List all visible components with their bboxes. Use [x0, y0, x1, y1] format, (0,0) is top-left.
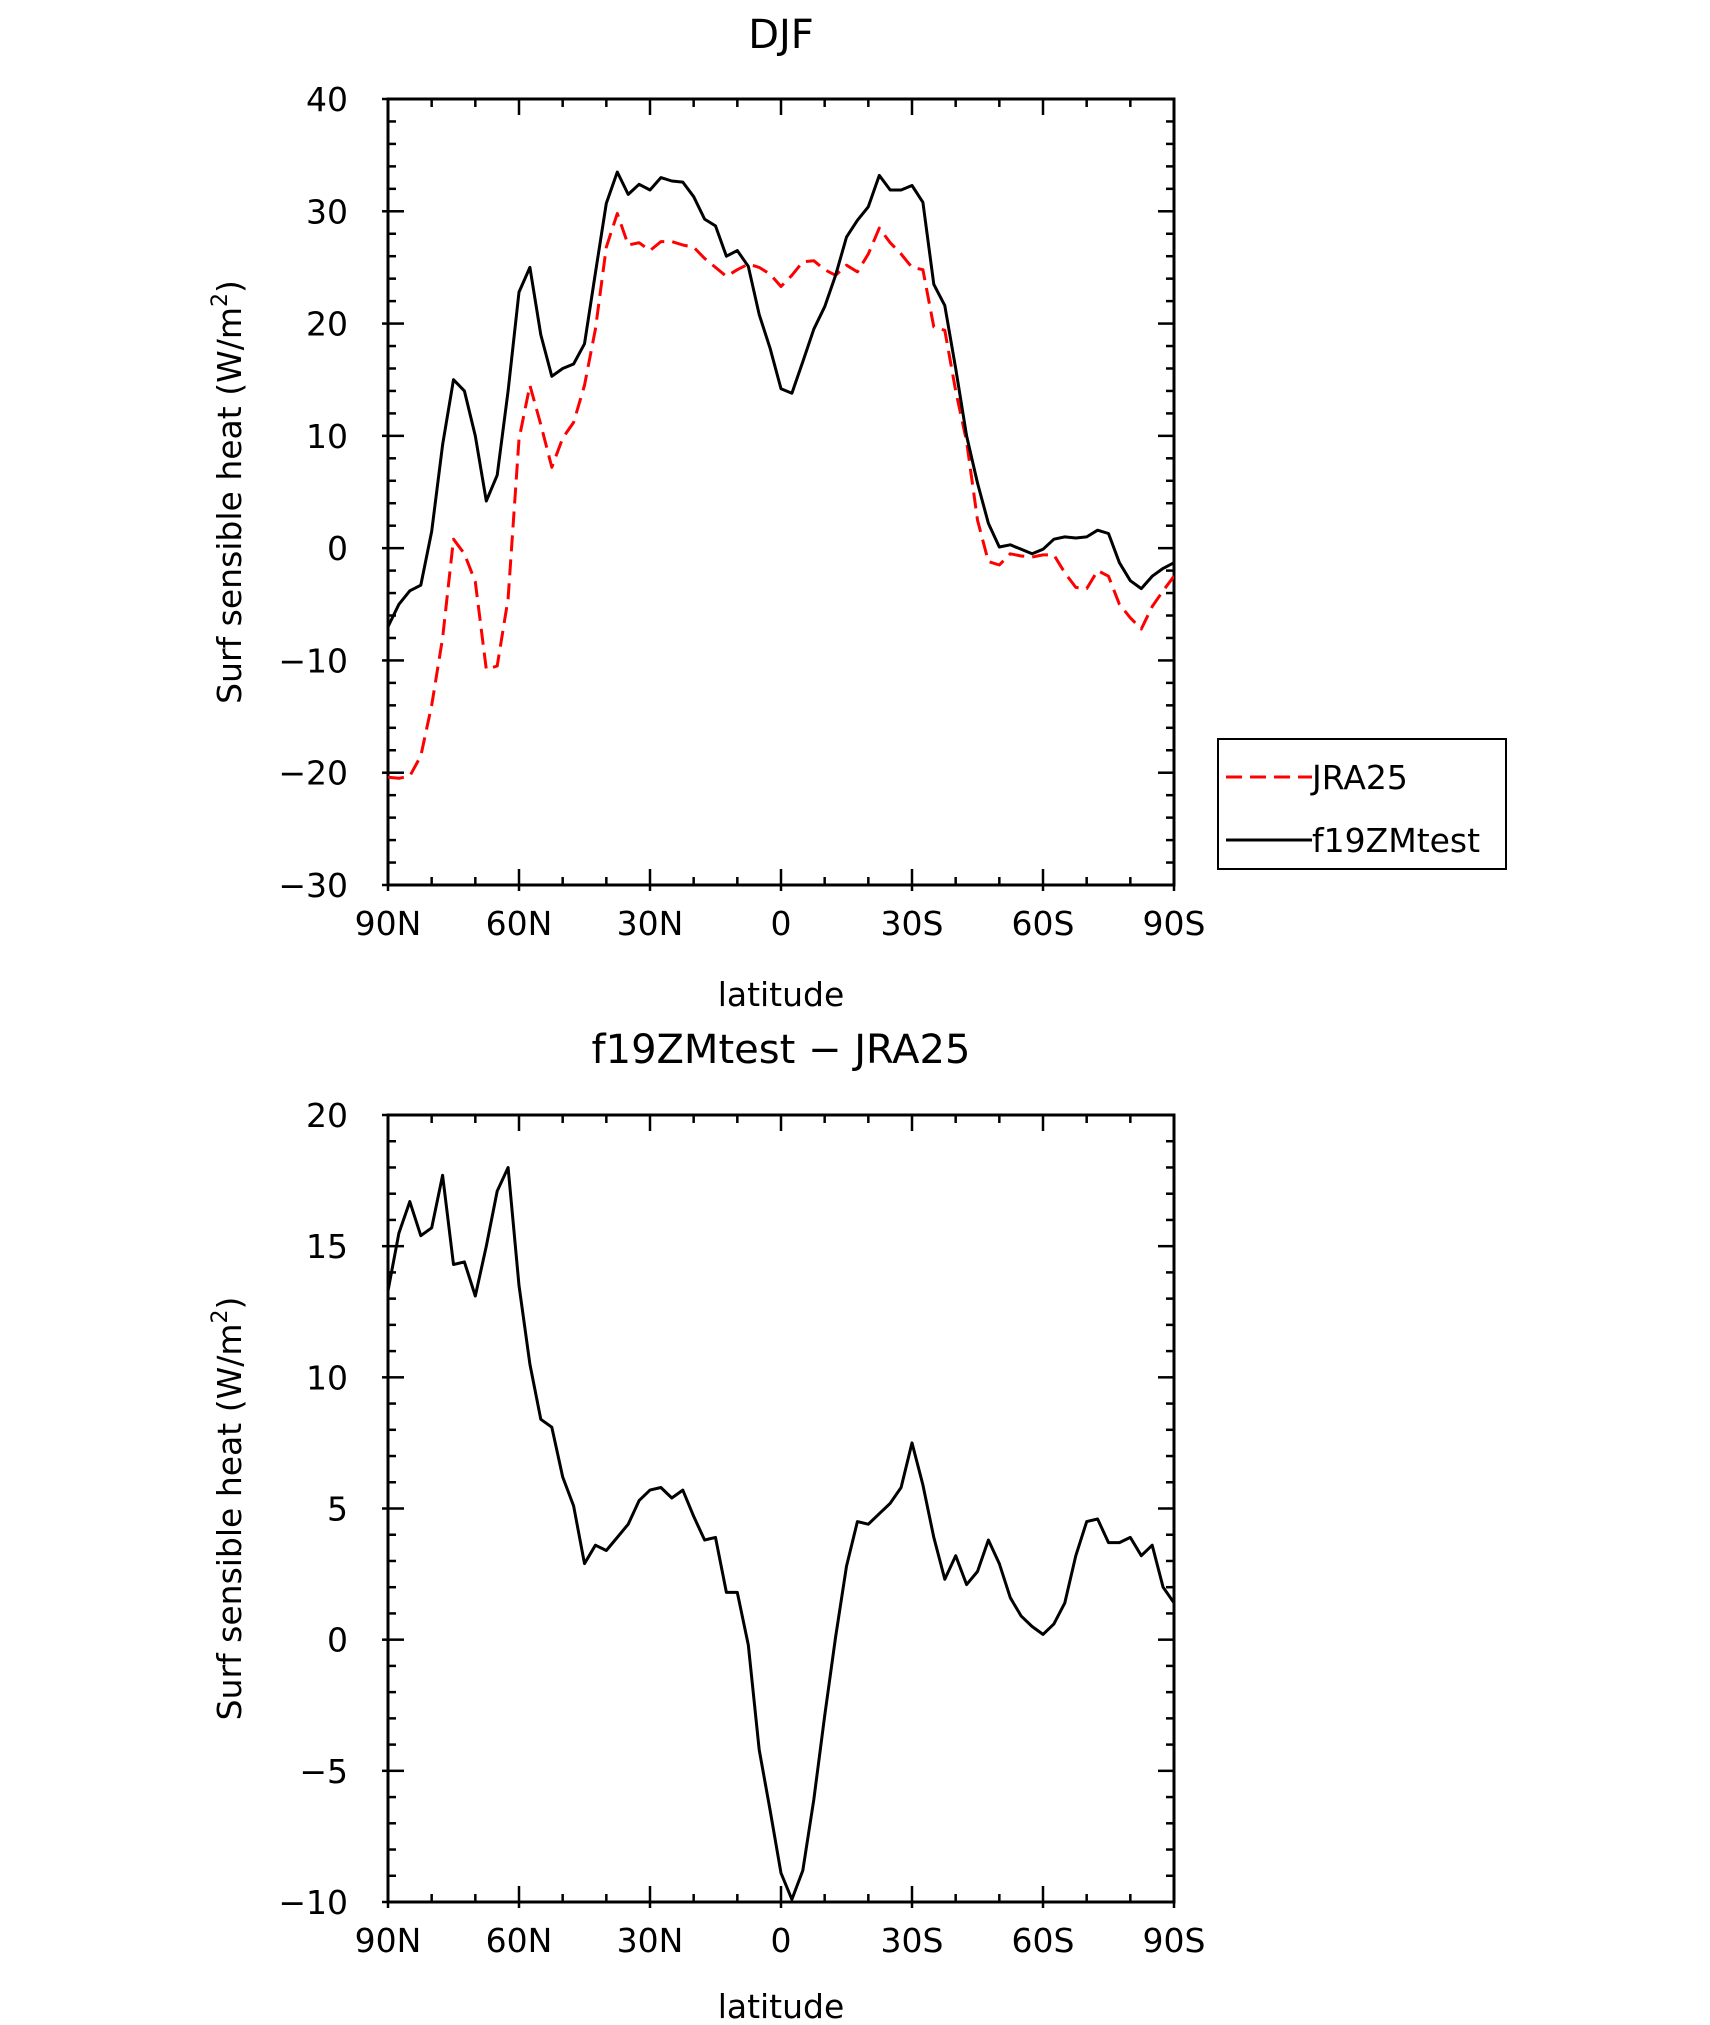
x-axis-ticks: 90N 60N 30N 0 30S 60S 90S	[355, 99, 1206, 943]
y-tick-label: −20	[278, 754, 348, 793]
y-tick-label: 20	[306, 305, 348, 344]
y-tick-label: 40	[306, 80, 348, 119]
y-tick-label: −10	[278, 641, 348, 680]
panel-difference: f19ZMtest − JRA25 90N 60N 30N 0 30S 60S 90S 20…	[208, 1027, 1206, 2025]
y-tick-label: 10	[306, 417, 348, 456]
y-axis-label-end: )	[210, 280, 249, 293]
x-tick-label: 30S	[881, 1921, 944, 1960]
legend-label: JRA25	[1310, 758, 1408, 797]
x-tick-label: 30N	[617, 904, 684, 943]
x-tick-label: 0	[771, 904, 792, 943]
x-tick-label: 0	[771, 1921, 792, 1960]
y-axis-label-main: Surf sensible heat (W/m	[210, 1324, 249, 1721]
x-tick-label: 30N	[617, 1921, 684, 1960]
y-tick-label: 30	[306, 192, 348, 231]
series-group	[388, 1166, 1174, 1901]
x-tick-label: 30S	[881, 904, 944, 943]
y-axis-label-main: Surf sensible heat (W/m	[210, 307, 249, 704]
y-axis-label-superscript: 2	[208, 1310, 233, 1324]
legend-box	[1217, 738, 1507, 870]
y-tick-label: 5	[327, 1490, 348, 1529]
plot-frame	[386, 97, 1176, 887]
legend: JRA25 f19ZMtest	[1217, 738, 1507, 870]
series-group	[388, 170, 1174, 780]
y-tick-label: −30	[278, 866, 348, 905]
y-axis-label: Surf sensible heat (W/m2)	[208, 1297, 249, 1721]
series-line-f19zmtest	[388, 170, 1174, 628]
series-line-difference	[388, 1166, 1174, 1901]
series-line-jra25	[388, 212, 1174, 780]
y-tick-label: 15	[306, 1227, 348, 1266]
y-axis-label: Surf sensible heat (W/m2)	[208, 280, 249, 704]
y-axis-ticks: 40 30 20 10 0 −10 −20 −30	[278, 80, 1174, 905]
x-tick-label: 60N	[486, 904, 553, 943]
panel-djf: DJF 90N 60N 30N 0 30S 60S 90S 40 30 20 10 0 −10 −20 −…	[208, 12, 1507, 1014]
y-axis-label-end: )	[210, 1297, 249, 1310]
chart-title: DJF	[748, 12, 814, 58]
y-axis-label-superscript: 2	[208, 293, 233, 307]
x-axis-label: latitude	[718, 1987, 845, 2021]
legend-label: f19ZMtest	[1312, 821, 1480, 860]
x-tick-label: 90N	[355, 904, 422, 943]
y-tick-label: 10	[306, 1358, 348, 1397]
y-tick-label: 20	[306, 1096, 348, 1135]
x-tick-label: 60N	[486, 1921, 553, 1960]
x-tick-label: 90S	[1143, 1921, 1206, 1960]
x-axis-ticks: 90N 60N 30N 0 30S 60S 90S	[355, 1115, 1206, 1960]
x-tick-label: 90S	[1143, 904, 1206, 943]
x-tick-label: 90N	[355, 1921, 422, 1960]
plot-frame	[386, 1113, 1176, 1904]
x-tick-label: 60S	[1012, 1921, 1075, 1960]
y-tick-label: −5	[299, 1752, 348, 1791]
y-tick-label: 0	[327, 1621, 348, 1660]
chart-title: f19ZMtest − JRA25	[592, 1027, 971, 1073]
y-axis-ticks: 20 15 10 5 0 −5 −10	[278, 1096, 1174, 1922]
x-tick-label: 60S	[1012, 904, 1075, 943]
x-axis-label: latitude	[718, 975, 845, 1014]
y-tick-label: 0	[327, 529, 348, 568]
y-tick-label: −10	[278, 1883, 348, 1922]
